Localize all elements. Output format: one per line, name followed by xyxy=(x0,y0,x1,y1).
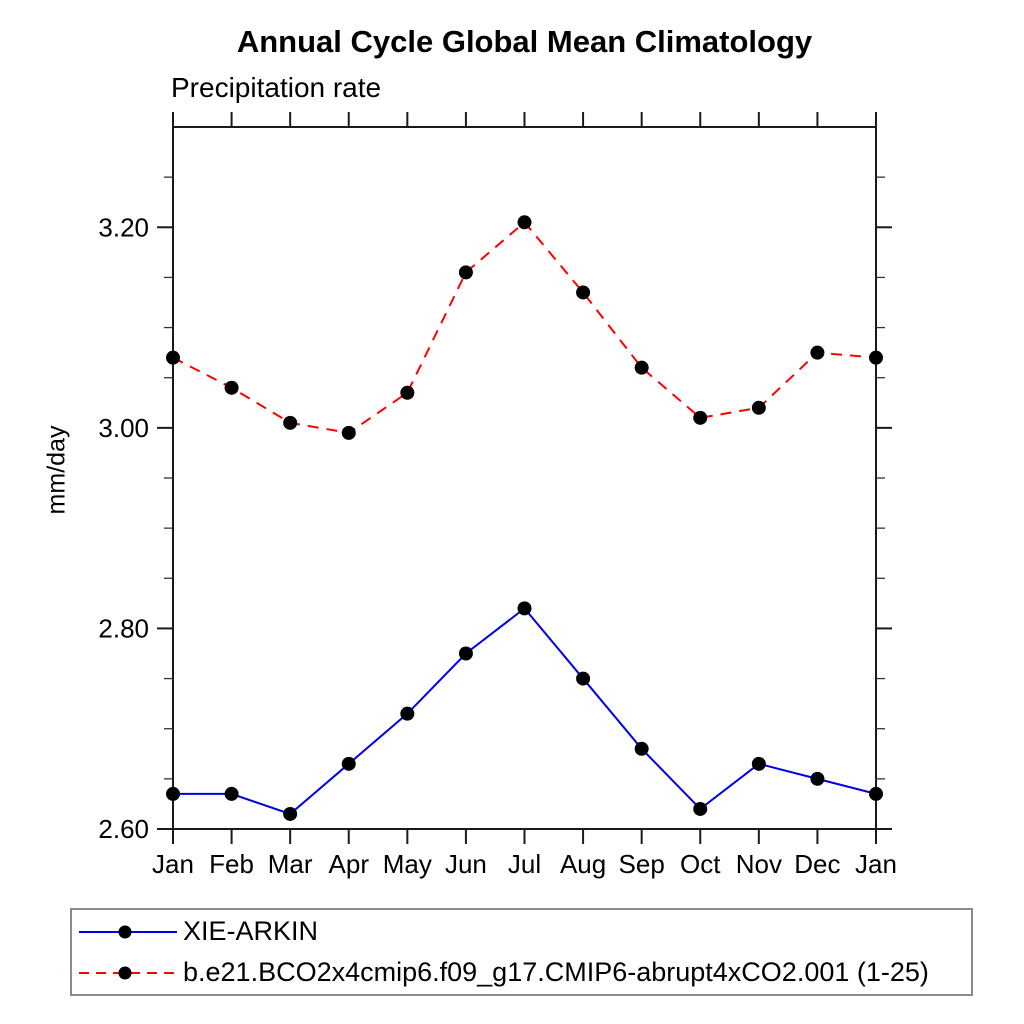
y-tick-label: 2.60 xyxy=(98,814,149,844)
chart-plot: Jan Feb Mar Apr May Jun Jul Aug Sep Oct Nov Dec Jan2… xyxy=(98,112,897,879)
plot-frame xyxy=(172,126,877,830)
data-point xyxy=(517,215,532,230)
x-tick-label: Jan xyxy=(152,849,194,879)
x-tick-label: Jan xyxy=(855,849,897,879)
y-tick-label: 3.20 xyxy=(98,212,149,242)
data-point xyxy=(283,806,298,821)
x-tick-label: Nov xyxy=(736,849,782,879)
data-point xyxy=(634,741,649,756)
data-point xyxy=(341,756,356,771)
x-tick-label: Mar xyxy=(268,849,313,879)
data-point xyxy=(751,400,766,415)
x-tick-label: Sep xyxy=(619,849,665,879)
data-point xyxy=(341,425,356,440)
data-point xyxy=(166,786,180,801)
x-tick-label: May xyxy=(383,849,432,879)
legend-line-sample-solid-icon xyxy=(79,925,177,938)
data-point xyxy=(283,415,298,430)
data-point xyxy=(458,265,473,280)
y-tick-label: 3.00 xyxy=(98,413,149,443)
legend-label: b.e21.BCO2x4cmip6.f09_g17.CMIP6-abrupt4x… xyxy=(183,957,929,987)
chart-title: Annual Cycle Global Mean Climatology xyxy=(236,24,813,59)
data-point xyxy=(458,646,473,661)
data-point xyxy=(810,345,825,360)
x-tick-label: Oct xyxy=(680,849,721,879)
data-point xyxy=(869,350,883,365)
legend-item: XIE-ARKIN xyxy=(77,911,971,952)
data-point xyxy=(166,350,180,365)
data-point xyxy=(634,360,649,375)
x-tick-label: Apr xyxy=(329,849,370,879)
y-tick-label: 2.80 xyxy=(98,613,149,643)
x-tick-label: Feb xyxy=(209,849,254,879)
data-point xyxy=(400,385,415,400)
data-point xyxy=(576,671,591,686)
x-tick-label: Jun xyxy=(445,849,487,879)
x-tick-label: Dec xyxy=(794,849,840,879)
data-point xyxy=(224,380,239,395)
data-point xyxy=(400,706,415,721)
series-line-0 xyxy=(173,606,877,816)
data-point xyxy=(869,786,883,801)
data-point xyxy=(810,771,825,786)
data-point xyxy=(576,285,591,300)
data-point xyxy=(224,786,239,801)
legend-item: b.e21.BCO2x4cmip6.f09_g17.CMIP6-abrupt4x… xyxy=(77,952,971,993)
series-line-1 xyxy=(172,220,877,434)
data-point xyxy=(751,756,766,771)
legend-line-sample-dashed-icon xyxy=(79,966,177,979)
x-tick-label: Jul xyxy=(508,849,541,879)
chart-subtitle: Precipitation rate xyxy=(171,72,382,103)
data-point xyxy=(693,410,708,425)
data-point xyxy=(693,801,708,816)
data-point xyxy=(517,601,532,616)
legend-box: XIE-ARKIN b.e21.BCO2x4cmip6.f09_g17.CMIP… xyxy=(70,908,973,996)
x-tick-label: Aug xyxy=(560,849,606,879)
legend-label: XIE-ARKIN xyxy=(183,916,319,946)
